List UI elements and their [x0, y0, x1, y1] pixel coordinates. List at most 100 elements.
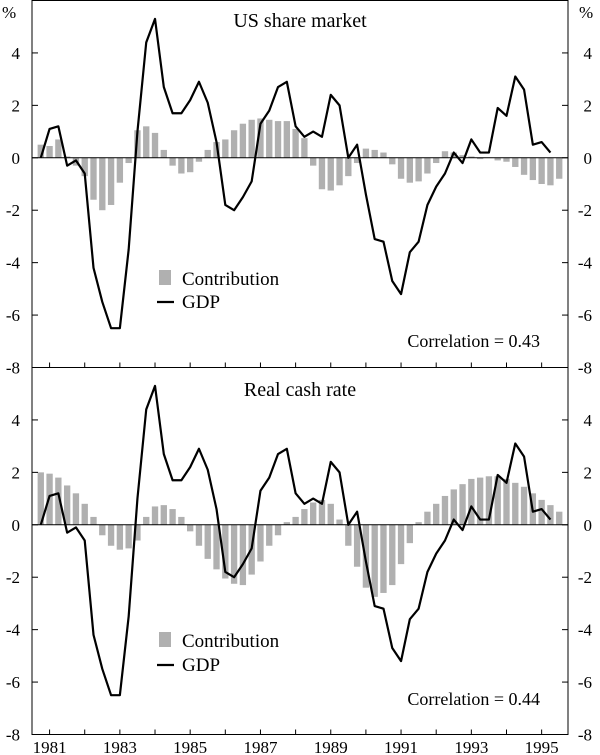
y-tick-label: 4	[584, 411, 593, 430]
contribution-bar	[222, 524, 229, 579]
y-tick-label: 0	[584, 516, 593, 535]
y-tick-label: 2	[12, 463, 21, 482]
contribution-bar	[292, 516, 299, 525]
contribution-bar	[134, 524, 141, 541]
contribution-bar	[63, 485, 71, 525]
contribution-bar	[389, 157, 396, 165]
contribution-bar	[371, 149, 378, 158]
y-tick-label: 0	[584, 149, 593, 168]
contribution-bar	[230, 524, 238, 584]
y-tick-label: -8	[578, 726, 592, 745]
contribution-bar	[556, 157, 563, 179]
legend-contribution-label: Contribution	[182, 631, 280, 652]
contribution-bar	[450, 489, 457, 525]
contribution-bar	[151, 506, 159, 525]
contribution-bar	[371, 524, 378, 597]
contribution-bar	[318, 499, 326, 525]
y-tick-label: 4	[584, 44, 593, 63]
legend-contribution-label: Contribution	[182, 269, 280, 290]
y-tick-labels-right: -8 -6 -4 -2 0 2 4	[578, 411, 593, 745]
contribution-bar	[538, 157, 545, 184]
contribution-bar	[187, 524, 194, 532]
contribution-bar	[520, 157, 528, 175]
contribution-bar	[116, 524, 124, 550]
contribution-bar	[441, 151, 449, 158]
contribution-bar	[239, 123, 247, 158]
contribution-bar	[178, 516, 185, 525]
contribution-bar	[99, 157, 106, 211]
contribution-bar	[415, 522, 422, 525]
tick-marks	[32, 52, 568, 368]
contribution-bar	[169, 157, 176, 166]
y-tick-label: 0	[12, 516, 21, 535]
contribution-bar	[380, 524, 387, 593]
contribution-bar	[55, 139, 62, 158]
contribution-bar	[494, 476, 501, 525]
y-tick-label: 4	[12, 411, 21, 430]
y-tick-label: -6	[578, 673, 592, 692]
x-tick-label: 1987	[243, 738, 278, 755]
contribution-bar	[160, 505, 167, 525]
contribution-bar	[529, 157, 537, 181]
legend-gdp-label: GDP	[182, 292, 220, 313]
contribution-bar	[353, 524, 361, 567]
y-tick-label: -4	[6, 621, 21, 640]
x-tick-label: 1985	[173, 738, 207, 755]
contribution-bar	[90, 516, 97, 525]
contribution-bar	[485, 476, 493, 525]
legend-contribution-swatch	[159, 270, 171, 285]
contribution-bar	[222, 139, 229, 158]
contribution-bar	[81, 157, 88, 177]
y-tick-label: -2	[578, 201, 592, 220]
y-tick-label: 2	[584, 463, 593, 482]
contribution-bar	[125, 157, 132, 164]
contribution-bar	[283, 522, 290, 525]
contribution-bar	[37, 472, 44, 525]
contribution-bar	[397, 524, 405, 565]
contribution-bar	[336, 519, 343, 525]
contribution-bar	[160, 149, 167, 158]
contribution-bar	[274, 524, 282, 536]
contribution-bar	[248, 119, 255, 158]
y-tick-label: -6	[6, 673, 20, 692]
x-tick-label: 1981	[33, 738, 67, 755]
contribution-bar	[468, 156, 475, 158]
x-tick-label: 1993	[454, 738, 488, 755]
contribution-bar	[283, 121, 290, 158]
contribution-bar	[230, 130, 238, 158]
contribution-bar	[292, 128, 299, 158]
x-tick-label: 1989	[314, 738, 348, 755]
y-tick-label: -4	[578, 254, 593, 273]
contribution-bar	[547, 157, 554, 186]
contribution-bar	[380, 152, 387, 158]
contribution-bar	[424, 511, 431, 525]
panel-real-cash-rate: -8 -6 -4 -2 0 2 4 -8 -6 -4 -2 0 2 4 Real cash rate C…	[6, 367, 593, 745]
contribution-bar	[318, 157, 326, 190]
contribution-bar	[107, 157, 115, 205]
tick-marks	[32, 419, 568, 735]
y-tick-label: -2	[578, 568, 592, 587]
contribution-bars	[37, 472, 563, 597]
y-tick-label: -2	[6, 201, 20, 220]
y-tick-label: -8	[6, 726, 20, 745]
contribution-bar	[204, 524, 211, 559]
y-tick-label: 0	[12, 149, 21, 168]
contribution-bar	[90, 157, 97, 200]
contribution-bar	[125, 524, 132, 549]
contribution-bar	[178, 157, 185, 174]
correlation-label: Correlation = 0.43	[407, 331, 540, 351]
contribution-bar	[345, 157, 352, 177]
contribution-bar	[46, 145, 53, 158]
contribution-bar	[310, 502, 317, 525]
contribution-bar	[116, 157, 124, 183]
contribution-bar	[547, 505, 554, 525]
contribution-bar	[63, 156, 71, 158]
correlation-label: Correlation = 0.44	[407, 689, 540, 709]
y-tick-label: 4	[12, 44, 21, 63]
contribution-bar	[266, 119, 273, 158]
contribution-bar	[55, 477, 62, 525]
y-tick-label: -8	[578, 359, 592, 378]
contribution-bar	[415, 157, 422, 182]
contribution-bar	[520, 486, 528, 525]
